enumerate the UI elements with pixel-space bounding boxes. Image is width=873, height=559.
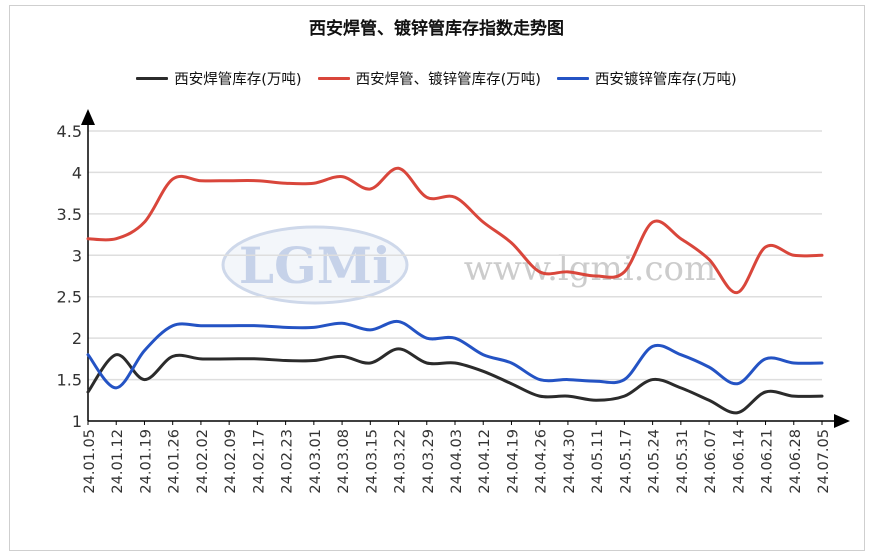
watermark-logo-text: LGMi — [239, 236, 391, 295]
x-tick-label: 24.01.19 — [138, 429, 154, 494]
x-tick-label: 24.06.21 — [760, 429, 776, 494]
x-tick-label: 24.03.15 — [364, 429, 380, 494]
x-tick-label: 24.05.24 — [647, 429, 663, 494]
y-tick-label: 1 — [72, 412, 82, 431]
series-line-galvanized — [86, 320, 824, 390]
y-tick-label: 4.5 — [57, 122, 82, 141]
x-tick-label: 24.04.26 — [534, 429, 550, 494]
x-tick-label: 24.04.12 — [477, 429, 493, 494]
legend-label-total: 西安焊管、镀锌管库存(万吨) — [355, 72, 541, 88]
x-tick-label: 24.02.02 — [195, 429, 211, 494]
x-tick-label: 24.05.31 — [675, 429, 691, 494]
x-tick-label: 24.03.29 — [421, 429, 437, 494]
x-tick-label: 24.05.11 — [590, 429, 606, 494]
chart-legend: 西安焊管库存(万吨) 西安焊管、镀锌管库存(万吨) 西安镀锌管库存(万吨) — [0, 68, 873, 89]
legend-label-galvanized: 西安镀锌管库存(万吨) — [594, 72, 737, 88]
x-tick-label: 24.04.19 — [505, 429, 521, 494]
y-tick-label: 1.5 — [57, 371, 82, 390]
watermark-logo-ellipse — [221, 225, 409, 305]
legend-label-welded: 西安焊管库存(万吨) — [174, 72, 302, 88]
series-line-welded — [86, 347, 824, 415]
x-tick-label: 24.06.28 — [788, 429, 804, 494]
x-tick-label: 24.02.23 — [280, 429, 296, 494]
y-tick-label: 3 — [72, 246, 82, 265]
x-tick-label: 24.04.03 — [449, 429, 465, 494]
y-axis-arrow — [81, 109, 95, 125]
x-tick-label: 24.02.17 — [251, 429, 267, 494]
x-tick-label: 24.06.07 — [703, 429, 719, 494]
x-tick-label: 24.04.30 — [562, 429, 578, 494]
chart-title: 西安焊管、镀锌管库存指数走势图 — [309, 19, 564, 39]
x-tick-label: 24.02.09 — [223, 429, 239, 494]
legend-item-welded[interactable]: 西安焊管库存(万吨) — [136, 68, 302, 89]
x-tick-label: 24.03.01 — [308, 429, 324, 494]
legend-swatch-galvanized — [556, 77, 589, 80]
x-tick-label: 24.01.12 — [110, 429, 126, 494]
x-tick-label: 24.07.05 — [816, 429, 832, 494]
legend-swatch-total — [317, 77, 350, 80]
x-tick-label: 24.03.22 — [393, 429, 409, 494]
y-tick-label: 4 — [72, 163, 82, 182]
legend-item-total[interactable]: 西安焊管、镀锌管库存(万吨) — [317, 68, 541, 89]
y-tick-label: 3.5 — [57, 205, 82, 224]
x-tick-label: 24.05.17 — [618, 429, 634, 494]
legend-item-galvanized[interactable]: 西安镀锌管库存(万吨) — [556, 68, 737, 89]
y-tick-label: 2 — [72, 329, 82, 348]
legend-swatch-welded — [136, 77, 169, 80]
y-tick-label: 2.5 — [57, 288, 82, 307]
x-tick-label: 24.06.14 — [731, 429, 747, 494]
x-tick-label: 24.03.08 — [336, 429, 352, 494]
x-tick-label: 24.01.05 — [82, 429, 98, 494]
x-tick-label: 24.01.26 — [167, 429, 183, 494]
x-axis-arrow — [834, 414, 850, 428]
series-line-total — [86, 166, 824, 295]
